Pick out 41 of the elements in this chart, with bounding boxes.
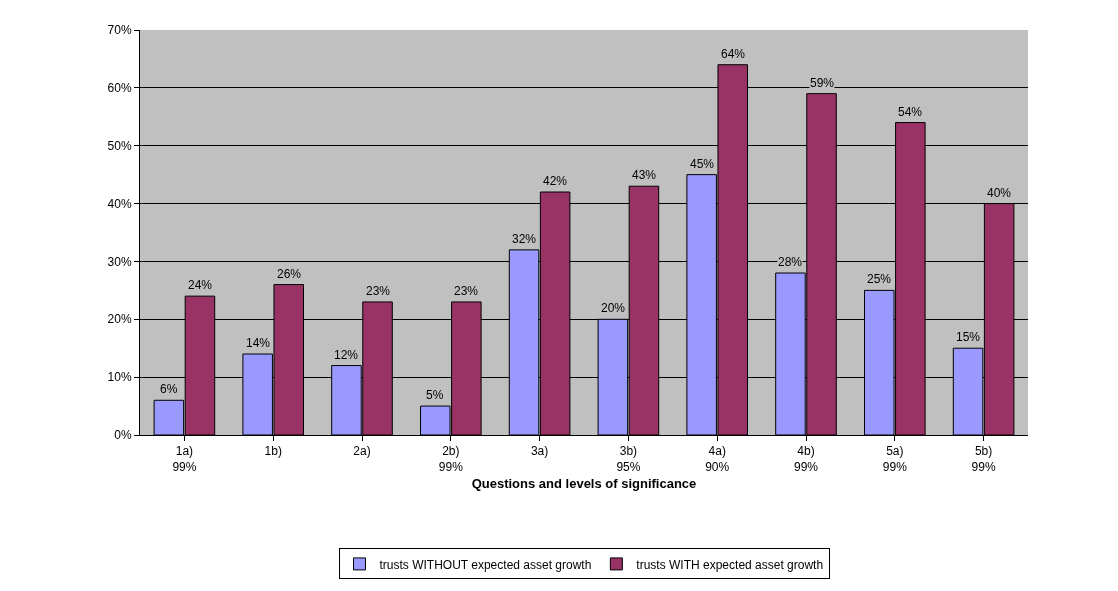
data-label: 6%	[160, 382, 178, 396]
y-tick-label: 70%	[107, 23, 132, 38]
x-tick-label: 1b)	[264, 444, 282, 459]
data-label: 15%	[956, 330, 981, 344]
data-label: 23%	[366, 284, 391, 298]
x-tick-label: 5a) 99%	[882, 444, 908, 474]
legend-label: trusts WITH expected asset growth	[636, 557, 824, 572]
x-tick-label: 4a) 90%	[705, 444, 730, 474]
y-tick-label: 10%	[107, 370, 132, 385]
data-label: 64%	[721, 47, 746, 61]
data-label: 42%	[543, 174, 568, 188]
data-label: 28%	[778, 255, 803, 269]
data-label: 14%	[246, 336, 271, 350]
y-tick-label: 60%	[107, 81, 132, 96]
legend-label: trusts WITHOUT expected asset growth	[379, 557, 592, 572]
data-label: 43%	[632, 168, 657, 182]
data-label: 20%	[601, 301, 626, 315]
data-label: 40%	[987, 186, 1012, 200]
x-axis-title: Questions and levels of significance	[471, 476, 697, 491]
x-tick-label: 2a)	[353, 444, 371, 459]
x-tick-label: 5b) 99%	[971, 444, 996, 474]
data-label: 24%	[188, 278, 213, 292]
y-tick-label: 40%	[107, 196, 132, 211]
x-tick-label: 3b) 95%	[616, 444, 641, 474]
y-tick-label: 50%	[107, 138, 132, 153]
x-tick-label: 3a)	[530, 444, 549, 459]
x-tick-label: 1a) 99%	[172, 444, 197, 474]
y-tick-label: 0%	[114, 428, 132, 443]
x-tick-label: 2b) 99%	[438, 444, 464, 474]
x-tick-label: 4b) 99%	[793, 444, 819, 474]
data-label: 25%	[867, 272, 892, 286]
y-tick-label: 30%	[107, 254, 132, 269]
data-label: 26%	[277, 267, 302, 281]
y-tick-label: 20%	[107, 312, 132, 327]
data-label: 59%	[810, 76, 835, 90]
data-label: 23%	[454, 284, 479, 298]
data-label: 5%	[426, 388, 444, 402]
data-label: 54%	[898, 105, 923, 119]
data-label: 32%	[512, 232, 537, 246]
data-label: 45%	[690, 157, 715, 171]
data-label: 12%	[334, 348, 359, 362]
